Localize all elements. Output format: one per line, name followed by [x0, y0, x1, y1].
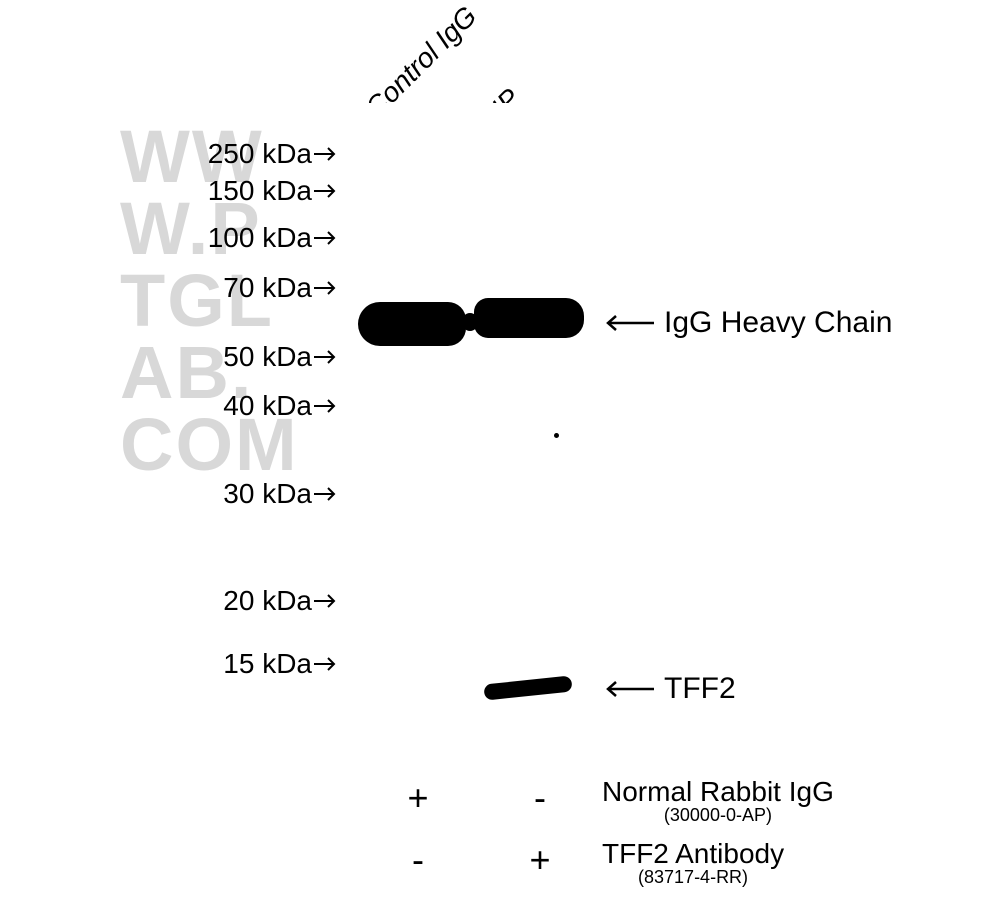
arrow-right-icon [312, 398, 340, 414]
western-blot-image [354, 103, 586, 743]
pm-cell: - [398, 839, 438, 881]
bottom-row-sublabel: (83717-4-RR) [602, 868, 784, 886]
band-tff2 [483, 675, 572, 700]
mw-marker: 30 kDa [223, 478, 340, 510]
pm-cell: + [520, 839, 560, 881]
mw-marker: 20 kDa [223, 585, 340, 617]
pm-cell: + [398, 777, 438, 819]
mw-marker: 40 kDa [223, 390, 340, 422]
bottom-row-label-text: TFF2 Antibody [602, 840, 784, 868]
mw-marker-text: 30 kDa [223, 478, 312, 510]
mw-marker: 100 kDa [208, 222, 340, 254]
bottom-row-label: TFF2 Antibody (83717-4-RR) [602, 840, 784, 886]
arrow-right-icon [312, 280, 340, 296]
band-label-igg-heavy: IgG Heavy Chain [600, 306, 892, 340]
mw-marker-text: 20 kDa [223, 585, 312, 617]
speckle [554, 433, 559, 438]
arrow-right-icon [312, 146, 340, 162]
band-label-tff2: TFF2 [600, 672, 736, 706]
figure-container: WW W.P TGL AB. COM Control IgG IP 250 kD… [0, 0, 1000, 903]
mw-marker-text: 250 kDa [208, 138, 312, 170]
arrow-right-icon [312, 230, 340, 246]
band-igg-heavy-lane2 [474, 298, 584, 338]
bottom-row-label: Normal Rabbit IgG (30000-0-AP) [602, 778, 834, 824]
band-igg-heavy-bridge [462, 313, 478, 331]
mw-marker: 250 kDa [208, 138, 340, 170]
pm-cell: - [520, 777, 560, 819]
mw-marker: 150 kDa [208, 175, 340, 207]
mw-marker-text: 150 kDa [208, 175, 312, 207]
arrow-right-icon [312, 183, 340, 199]
arrow-right-icon [312, 486, 340, 502]
mw-marker-text: 100 kDa [208, 222, 312, 254]
band-label-text: IgG Heavy Chain [664, 306, 892, 340]
mw-marker-text: 70 kDa [223, 272, 312, 304]
mw-marker-text: 50 kDa [223, 341, 312, 373]
arrow-right-icon [312, 349, 340, 365]
arrow-left-icon [600, 680, 656, 698]
arrow-left-icon [600, 314, 656, 332]
arrow-right-icon [312, 656, 340, 672]
band-igg-heavy-lane1 [358, 302, 466, 346]
arrow-right-icon [312, 593, 340, 609]
mw-marker: 70 kDa [223, 272, 340, 304]
mw-marker-text: 40 kDa [223, 390, 312, 422]
mw-marker: 15 kDa [223, 648, 340, 680]
mw-marker: 50 kDa [223, 341, 340, 373]
mw-marker-text: 15 kDa [223, 648, 312, 680]
bottom-row-label-text: Normal Rabbit IgG [602, 778, 834, 806]
bottom-row-sublabel: (30000-0-AP) [602, 806, 834, 824]
band-label-text: TFF2 [664, 672, 736, 706]
